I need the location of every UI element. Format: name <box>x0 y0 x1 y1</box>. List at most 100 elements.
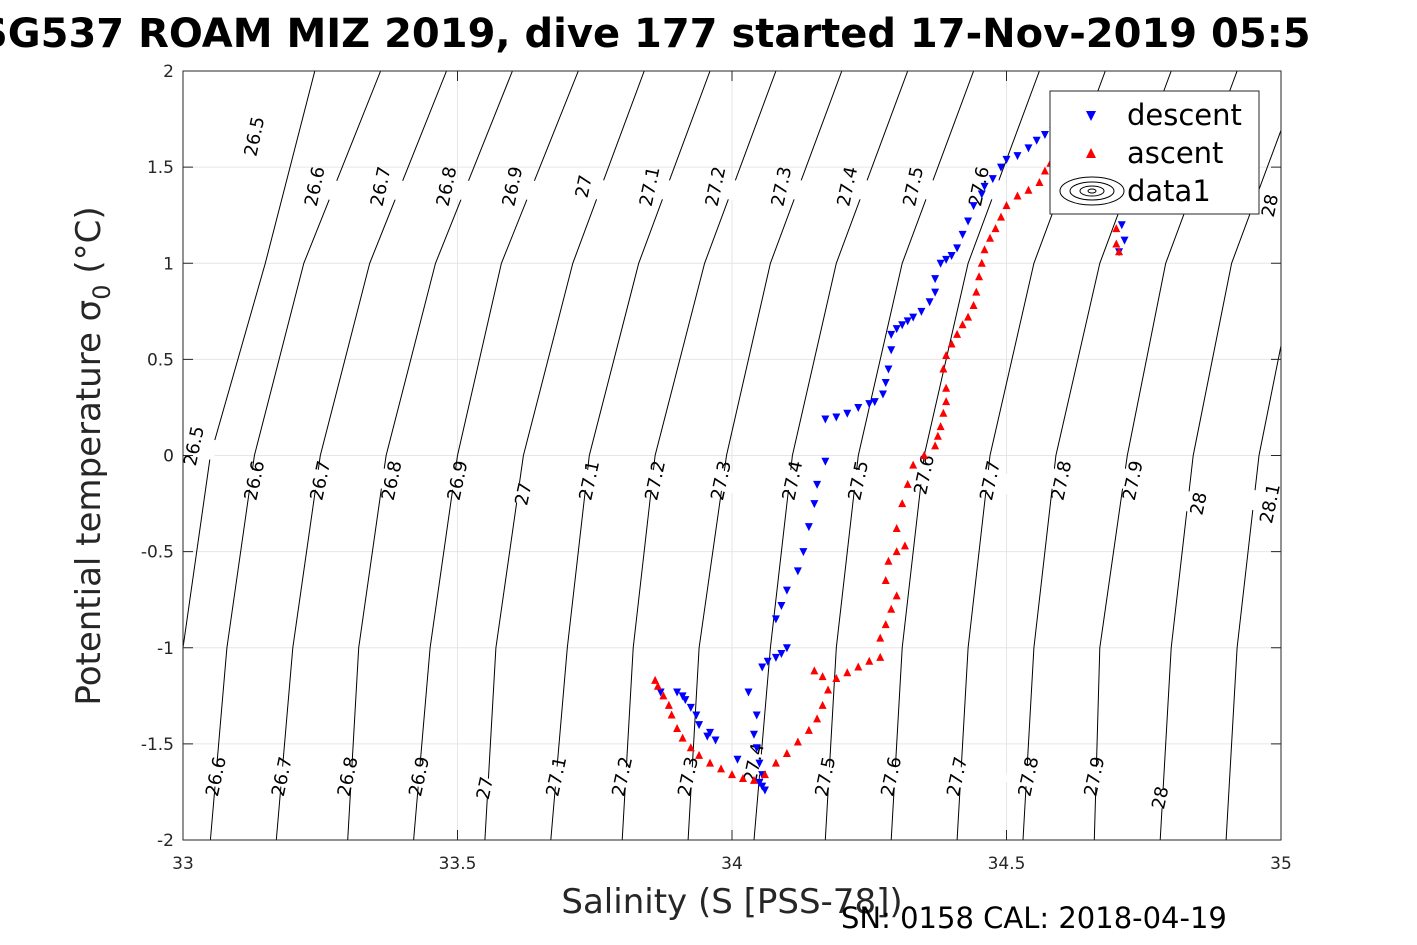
contour-label-bg <box>1070 762 1118 791</box>
ascent-point <box>843 668 852 677</box>
contour-label: 28 <box>1186 490 1211 517</box>
x-tick-label: 33 <box>172 854 194 874</box>
ascent-point <box>749 775 758 784</box>
contour-label-bg <box>626 171 674 201</box>
descent-point <box>997 163 1006 172</box>
descent-point <box>870 398 879 407</box>
contour-label-bg <box>324 762 372 791</box>
y-tick-label: 1 <box>163 254 174 274</box>
ascent-point <box>832 674 841 683</box>
legend-label-data1: data1 <box>1127 174 1211 208</box>
ascent-point <box>876 652 885 661</box>
contour-label-bg <box>565 466 613 495</box>
contour-label-bg <box>664 762 712 791</box>
descent-point <box>782 644 791 653</box>
descent-point <box>925 298 934 307</box>
ascent-point <box>991 224 1000 233</box>
contour-label-bg <box>823 171 871 201</box>
ascent-point <box>738 773 747 782</box>
descent-point <box>964 217 973 226</box>
contour-label: 27 <box>572 173 597 200</box>
contour-label-bg <box>230 466 278 495</box>
data-series <box>651 125 1129 795</box>
descent-point <box>678 692 687 701</box>
ascent-point <box>900 541 909 550</box>
descent-point <box>843 409 852 418</box>
descent-point <box>1040 130 1049 139</box>
ascent-point <box>972 287 981 296</box>
descent-point <box>813 480 822 489</box>
contour-label-bg <box>422 171 471 201</box>
contour-label-bg <box>697 466 745 495</box>
contour-label-bg <box>631 466 679 495</box>
contour-label: 27 <box>511 481 536 508</box>
contour-label-bg <box>1004 762 1053 791</box>
descent-point <box>711 736 720 745</box>
ascent-point <box>997 212 1006 221</box>
contour-label-bg <box>291 171 339 201</box>
y-tick-label: 0 <box>163 447 174 467</box>
serial-calibration-note: SN: 0158 CAL: 2018-04-19 <box>841 901 1227 935</box>
descent-point <box>758 663 767 672</box>
descent-point <box>1002 155 1011 164</box>
ascent-point <box>939 408 948 417</box>
ascent-point <box>947 339 956 348</box>
contour-label-bg <box>532 762 580 791</box>
legend-marker-ascent <box>1086 148 1096 158</box>
descent-point <box>793 567 802 576</box>
descent-point <box>804 523 813 532</box>
ascent-point <box>881 620 890 629</box>
descent-point <box>777 601 786 610</box>
contour-label-bg <box>170 431 218 461</box>
contour-label-bg <box>1246 489 1294 518</box>
ascent-point <box>1115 247 1124 256</box>
x-tick-label: 34 <box>721 854 743 874</box>
contour-label-bg <box>768 466 816 495</box>
ascent-point <box>813 714 822 723</box>
descent-point <box>884 365 893 374</box>
descent-point <box>881 378 890 387</box>
ascent-point <box>810 666 819 675</box>
descent-point <box>909 313 918 322</box>
descent-point <box>752 744 761 753</box>
legend-box <box>1049 90 1260 215</box>
contour-label-bg <box>230 122 278 151</box>
ascent-point <box>1040 166 1049 175</box>
ascent-point <box>933 431 942 440</box>
ascent-point <box>892 547 901 556</box>
chart-title: SG537 ROAM MIZ 2019, dive 177 started 17… <box>0 11 1311 57</box>
descent-point <box>692 711 701 720</box>
ascent-point <box>909 460 918 469</box>
ascent-point <box>824 685 833 694</box>
descent-point <box>917 307 926 316</box>
descent-point <box>958 230 967 239</box>
descent-point <box>744 688 753 697</box>
descent-point <box>854 403 863 412</box>
descent-point <box>821 457 830 466</box>
ascent-point <box>884 556 893 565</box>
contour-label: 28 <box>1258 192 1283 219</box>
y-tick-label: 2 <box>163 62 174 82</box>
y-tick-label: -0.5 <box>141 543 174 563</box>
legend-label-ascent: ascent <box>1127 136 1223 170</box>
density-contour-28.1 <box>1225 343 1281 840</box>
ascent-point <box>678 733 687 742</box>
contour-label-bg <box>1037 466 1085 495</box>
ascent-point <box>818 700 827 709</box>
ascent-point <box>695 750 704 759</box>
y-tick-label: 1.5 <box>147 158 174 178</box>
x-axis-ticks: 33 33.5 34 34.5 35 <box>172 71 1292 874</box>
ascent-point <box>939 364 948 373</box>
descent-point <box>878 390 887 399</box>
ascent-point <box>931 441 940 450</box>
x-axis-label: Salinity (S [PSS-78]) <box>561 882 902 922</box>
legend-marker-descent <box>1086 111 1096 121</box>
contour-label-bg <box>560 171 608 201</box>
contour-label-bg <box>1175 489 1223 518</box>
ascent-point <box>686 743 695 752</box>
ascent-point <box>793 737 802 746</box>
ascent-point <box>936 422 945 431</box>
x-tick-label: 34.5 <box>988 854 1026 874</box>
ascent-point <box>782 748 791 757</box>
